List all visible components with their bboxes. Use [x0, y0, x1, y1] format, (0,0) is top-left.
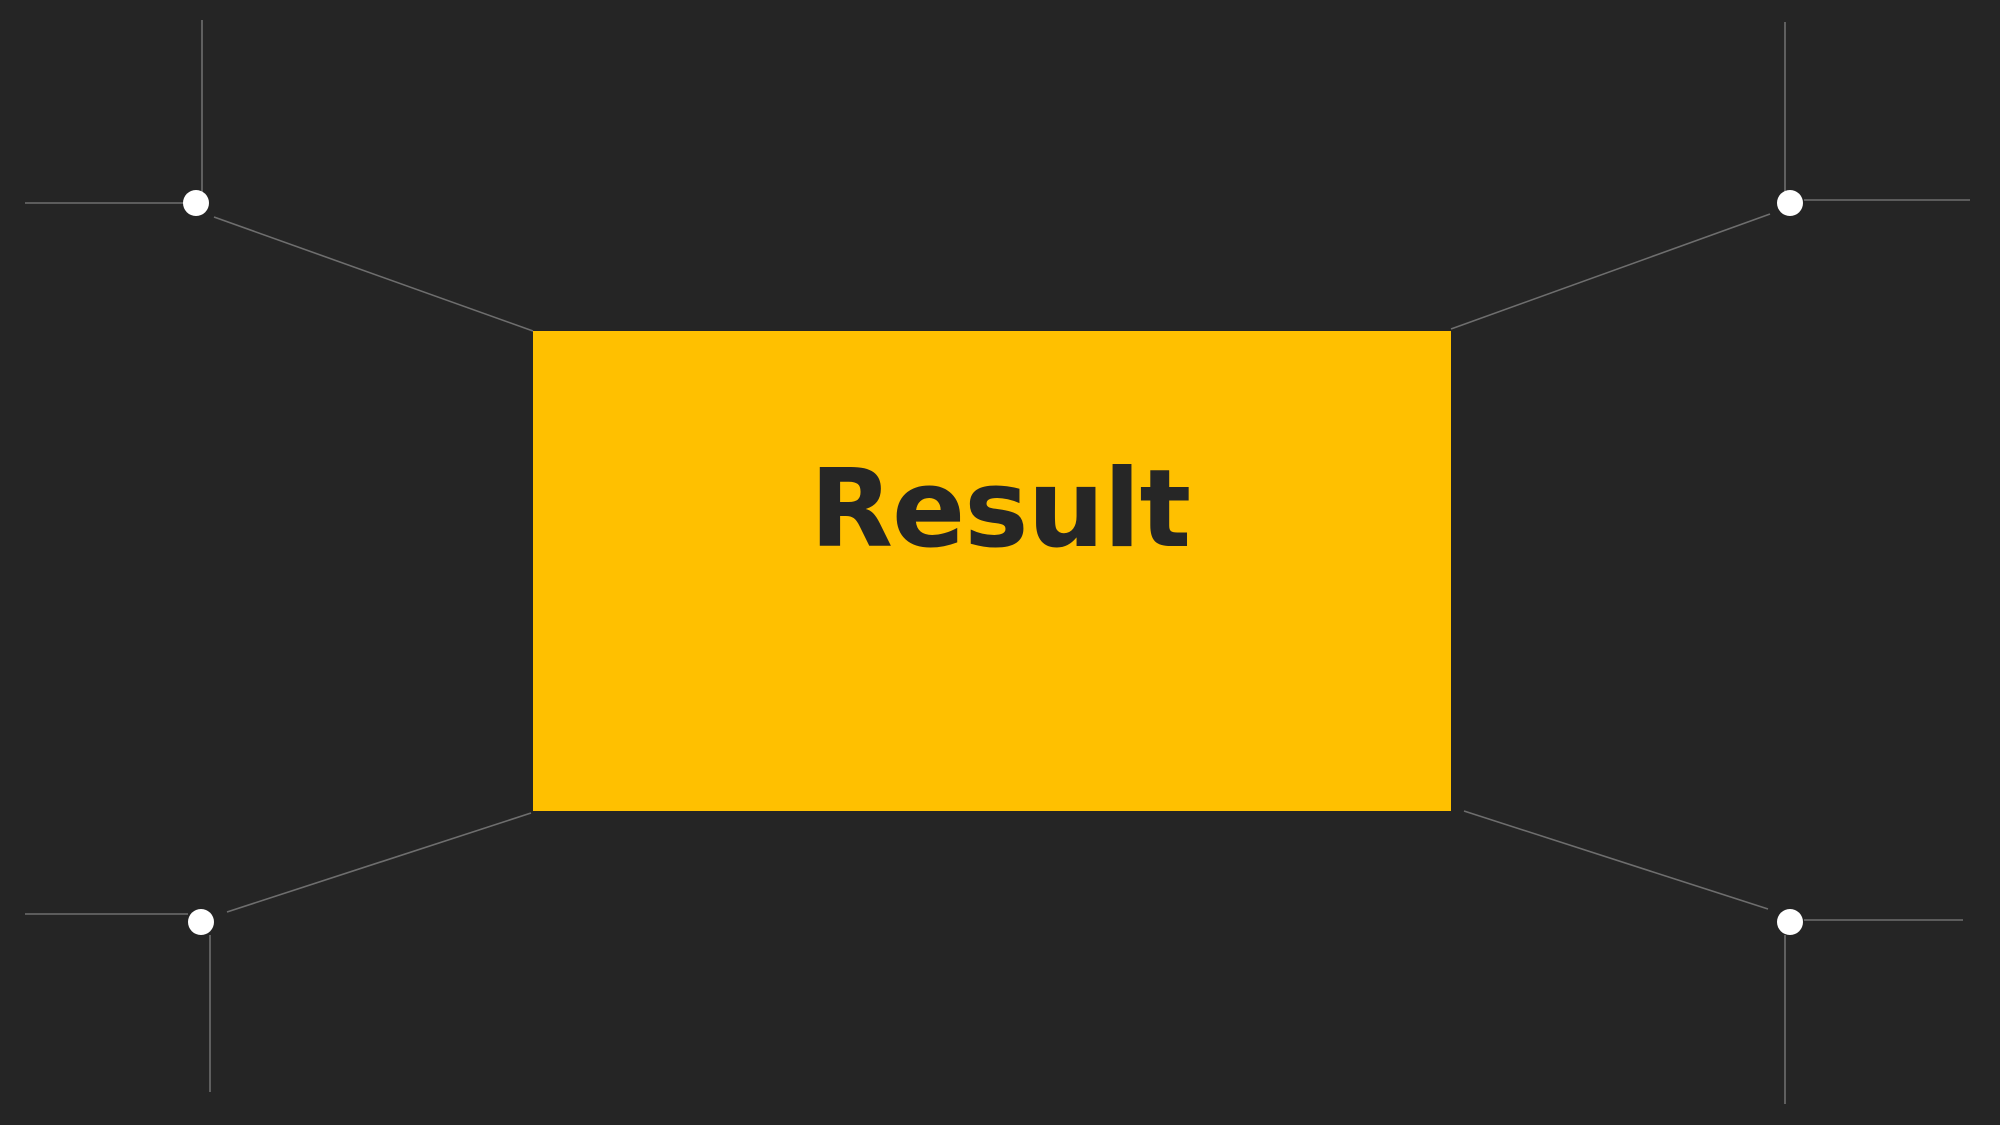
- top-left-connector-line: [213, 216, 534, 332]
- top-right-node-dot: [1777, 190, 1803, 216]
- top-right-connector-line: [1450, 213, 1771, 330]
- bottom-left-node-dot: [188, 909, 214, 935]
- result-panel: [533, 331, 1451, 811]
- bottom-right-node-dot: [1777, 909, 1803, 935]
- top-left-node-dot: [183, 190, 209, 216]
- bottom-right-connector-line: [1463, 810, 1769, 910]
- result-title: Result: [809, 447, 1191, 572]
- bottom-left-connector-line: [226, 812, 532, 913]
